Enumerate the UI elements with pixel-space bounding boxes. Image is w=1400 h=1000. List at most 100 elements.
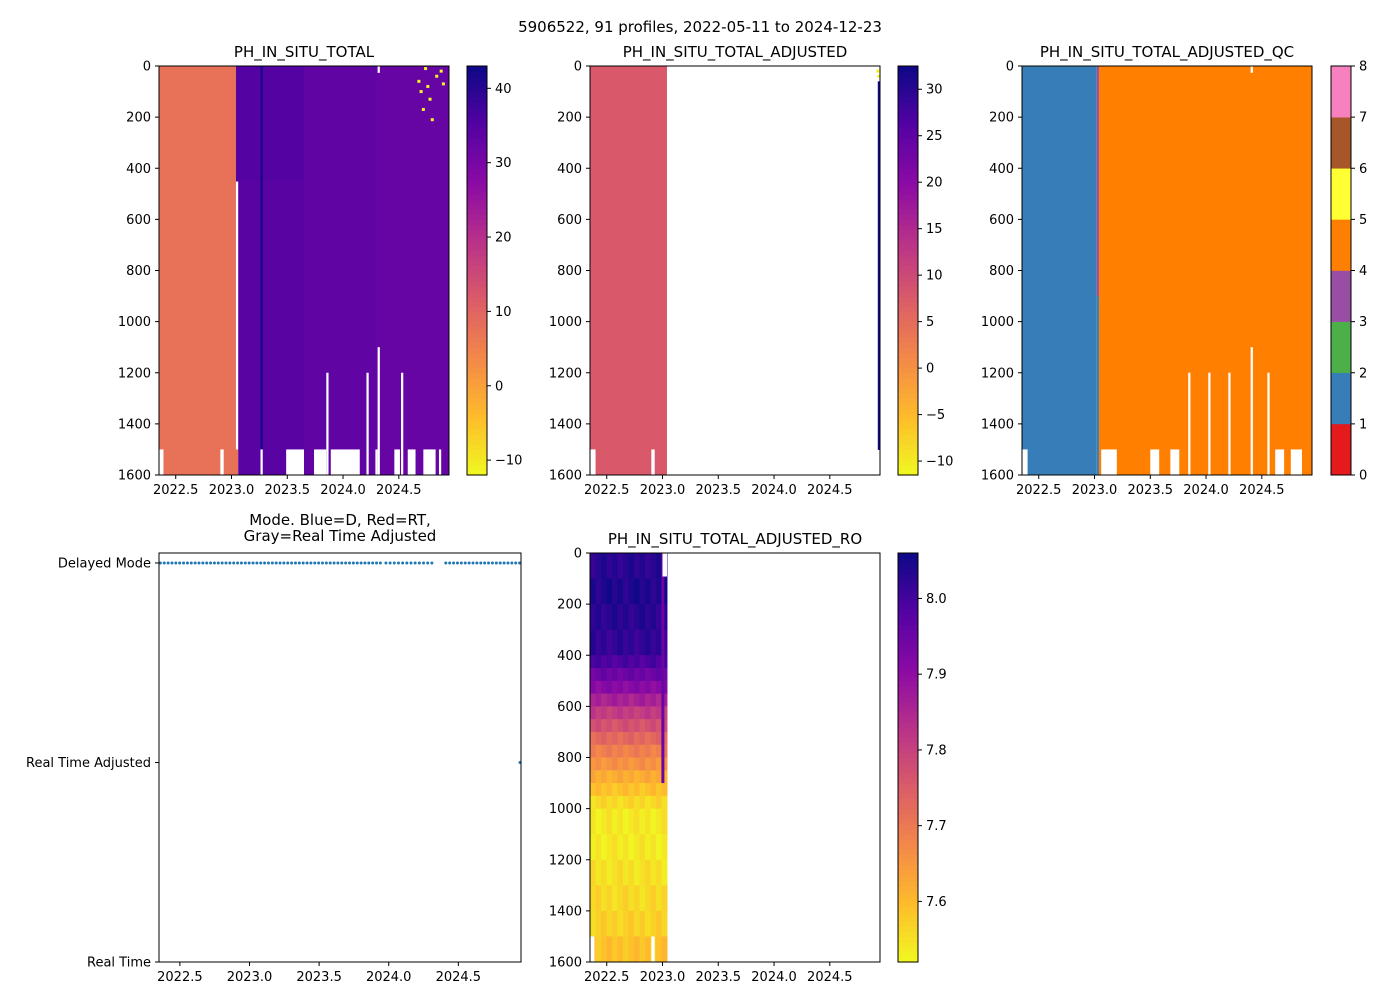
heatmap-cell (633, 706, 640, 720)
scatter-point (324, 561, 328, 565)
heatmap-cell (606, 859, 613, 886)
heatmap-cell (650, 885, 657, 912)
heatmap-cell (595, 783, 602, 797)
colorbar-segment (467, 449, 487, 456)
colorbar-segment (898, 290, 918, 297)
scatter-point (263, 561, 267, 565)
colorbar-tick-label: 8 (1359, 60, 1367, 75)
heatmap-cell (650, 783, 657, 797)
heatmap-cell (639, 693, 646, 707)
colorbar-segment (1331, 423, 1351, 476)
heatmap-cell (661, 910, 668, 937)
heatmap-cells (1022, 66, 1312, 475)
colorbar-segment (467, 137, 487, 144)
colorbar-segment (467, 255, 487, 261)
colorbar-segment (898, 772, 918, 779)
heatmap-cell (600, 731, 607, 746)
heatmap-cell (661, 808, 668, 835)
heatmap-cell (644, 757, 651, 771)
colorbar-segment (898, 188, 918, 195)
heatmap-cell (633, 770, 640, 784)
x-tick-label: 2023.0 (640, 970, 686, 985)
colorbar-segment (467, 163, 487, 169)
colorbar-segment (467, 444, 487, 451)
scatter-point (266, 561, 270, 565)
scatter-point (483, 561, 487, 565)
heatmap-cell (628, 859, 635, 886)
colorbar-segment (898, 326, 918, 333)
colorbar-segment (467, 188, 487, 195)
colorbar-segment (898, 685, 918, 692)
colorbar-segment (467, 326, 487, 333)
colorbar-segment (467, 168, 487, 174)
colorbar-segment (467, 265, 487, 272)
colorbar-tick-label: 6 (1359, 162, 1367, 177)
scatter-point (278, 561, 282, 565)
colorbar-segment (467, 342, 487, 348)
colorbar-tick-label: 10 (926, 269, 943, 284)
heatmap-cell (639, 885, 646, 912)
x-tick-label: 2022.5 (157, 970, 203, 985)
heatmap-cell (661, 693, 668, 707)
colorbar-segment (467, 280, 487, 287)
heatmap-cell (600, 783, 607, 797)
heatmap-cell (633, 885, 640, 912)
y-tick-label: 400 (557, 162, 582, 177)
heatmap-cell (617, 783, 624, 797)
heatmap-gap (1188, 372, 1191, 475)
colorbar-segment (898, 250, 918, 256)
x-tick-label: 2023.5 (696, 483, 742, 498)
heatmap-cell (655, 757, 662, 771)
colorbar-segment (467, 81, 487, 88)
heatmap-cell (650, 655, 657, 669)
y-tick-label: 200 (557, 598, 582, 613)
colorbar-segment (467, 275, 487, 282)
x-tick-label: 2024.5 (436, 970, 482, 985)
y-tick-label: 800 (557, 751, 582, 766)
colorbar-segment (898, 127, 918, 134)
heatmap-cell (633, 604, 640, 631)
heatmap-cell (633, 808, 640, 835)
heatmap-cell (650, 744, 657, 758)
scatter-point (328, 561, 332, 565)
colorbar-segment (898, 936, 918, 943)
heatmap-cell (661, 629, 668, 656)
heatmap-cell (628, 693, 635, 707)
scatter-point (494, 561, 498, 565)
heatmap-cell (622, 885, 629, 912)
colorbar-segment (898, 645, 918, 651)
heatmap-cell (606, 719, 613, 733)
heatmap-cell (590, 795, 596, 810)
colorbar-segment (467, 403, 487, 410)
y-tick-label: 0 (574, 60, 582, 75)
heatmap-outlier (419, 90, 423, 94)
heatmap-cell (595, 808, 602, 835)
colorbar-segment (898, 255, 918, 261)
heatmap-cell (650, 668, 657, 682)
scatter-point (274, 561, 278, 565)
heatmap-cell (639, 757, 646, 771)
heatmap-cell (644, 885, 651, 912)
colorbar-segment (467, 66, 487, 72)
scatter-point (422, 561, 426, 565)
colorbar-segment (898, 793, 918, 799)
colorbar-tick-label: 7 (1359, 111, 1367, 126)
scatter-point (255, 561, 259, 565)
colorbar-segment (898, 783, 918, 789)
heatmap-cell (644, 795, 651, 810)
scatter-point (448, 561, 452, 565)
heatmap-cell (600, 744, 607, 758)
colorbar-segment (898, 152, 918, 159)
heatmap-cell (639, 706, 646, 720)
heatmap-cell (611, 578, 618, 605)
heatmap-cell (617, 859, 624, 886)
colorbar-segment (898, 449, 918, 456)
heatmap-cell (617, 706, 624, 720)
colorbar-segment (467, 209, 487, 215)
panel-ph-in-situ-total-adjusted-ro: PH_IN_SITU_TOTAL_ADJUSTED_RO 2022.5 2023.0… (549, 530, 947, 985)
scatter-point (471, 561, 475, 565)
heatmap-cell (590, 757, 596, 771)
colorbar-segment (898, 209, 918, 215)
heatmap-cell (606, 680, 613, 695)
